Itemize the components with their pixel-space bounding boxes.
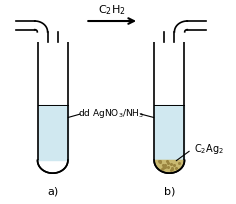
Bar bbox=[38, 105, 68, 161]
Bar bbox=[154, 105, 185, 161]
Text: dd AgNO$_3$/NH$_3$: dd AgNO$_3$/NH$_3$ bbox=[78, 106, 144, 119]
Text: a): a) bbox=[47, 186, 58, 196]
Text: b): b) bbox=[164, 186, 175, 196]
Polygon shape bbox=[155, 161, 183, 172]
Text: $\mathregular{C_2H_2}$: $\mathregular{C_2H_2}$ bbox=[98, 3, 126, 17]
Text: $\mathregular{C_2Ag_2}$: $\mathregular{C_2Ag_2}$ bbox=[194, 141, 224, 155]
